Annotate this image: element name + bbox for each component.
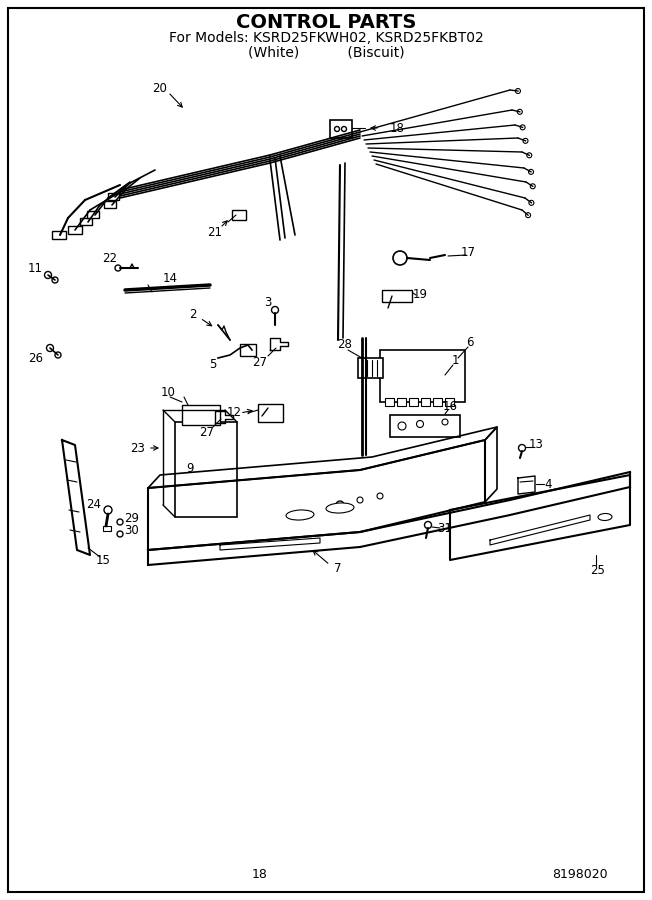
- Text: 25: 25: [591, 563, 606, 577]
- Bar: [108, 193, 119, 200]
- Text: 31: 31: [437, 521, 452, 535]
- Circle shape: [115, 265, 121, 271]
- Circle shape: [377, 493, 383, 499]
- Bar: [87, 211, 99, 218]
- Bar: [240, 344, 256, 356]
- Text: 27: 27: [200, 427, 215, 439]
- Bar: [104, 201, 116, 208]
- Circle shape: [342, 127, 346, 131]
- Bar: [433, 398, 442, 406]
- Bar: [80, 218, 92, 225]
- Text: 18: 18: [390, 122, 405, 134]
- Bar: [182, 405, 220, 425]
- Text: 29: 29: [125, 511, 140, 525]
- Text: 21: 21: [207, 226, 222, 239]
- Text: 6: 6: [466, 336, 474, 348]
- Circle shape: [398, 422, 406, 430]
- Text: 26: 26: [29, 352, 44, 365]
- Bar: [385, 398, 394, 406]
- Text: 14: 14: [162, 272, 177, 284]
- Circle shape: [55, 352, 61, 358]
- Text: 11: 11: [27, 262, 42, 274]
- Text: 28: 28: [338, 338, 353, 352]
- Text: 23: 23: [130, 442, 145, 454]
- Text: 22: 22: [102, 251, 117, 265]
- Bar: [421, 398, 430, 406]
- Bar: [380, 350, 465, 402]
- Circle shape: [46, 345, 53, 352]
- Circle shape: [424, 521, 432, 528]
- Circle shape: [530, 184, 535, 189]
- Text: 5: 5: [209, 358, 216, 372]
- Ellipse shape: [326, 503, 354, 513]
- Circle shape: [520, 125, 525, 130]
- Bar: [409, 398, 418, 406]
- Ellipse shape: [598, 514, 612, 520]
- Circle shape: [357, 497, 363, 503]
- Bar: [232, 210, 246, 220]
- Text: 2: 2: [189, 308, 197, 320]
- Circle shape: [104, 506, 112, 514]
- Text: For Models: KSRD25FKWH02, KSRD25FKBT02: For Models: KSRD25FKWH02, KSRD25FKBT02: [169, 31, 483, 45]
- Text: 7: 7: [334, 562, 342, 574]
- Circle shape: [516, 88, 520, 94]
- Bar: [390, 415, 460, 437]
- Text: 18: 18: [252, 868, 268, 881]
- Circle shape: [529, 201, 534, 205]
- Circle shape: [117, 519, 123, 525]
- Circle shape: [271, 307, 278, 313]
- Bar: [382, 290, 412, 302]
- Ellipse shape: [286, 510, 314, 520]
- Text: 13: 13: [529, 438, 543, 452]
- Bar: [330, 120, 352, 138]
- Text: 4: 4: [544, 478, 552, 491]
- Text: 8198020: 8198020: [552, 868, 608, 881]
- Text: 27: 27: [252, 356, 267, 368]
- Text: 9: 9: [186, 462, 194, 474]
- Text: 12: 12: [226, 407, 241, 419]
- Bar: [397, 398, 406, 406]
- Circle shape: [44, 272, 52, 278]
- Circle shape: [393, 251, 407, 265]
- Text: (White)           (Biscuit): (White) (Biscuit): [248, 45, 404, 59]
- Bar: [445, 398, 454, 406]
- Circle shape: [336, 501, 344, 509]
- Circle shape: [527, 153, 532, 157]
- Bar: [103, 526, 111, 531]
- Circle shape: [523, 139, 528, 143]
- Text: 3: 3: [264, 295, 272, 309]
- Text: 10: 10: [160, 386, 175, 400]
- Circle shape: [529, 169, 533, 175]
- Text: 1: 1: [451, 354, 459, 366]
- Circle shape: [52, 277, 58, 283]
- Bar: [358, 358, 383, 378]
- Circle shape: [517, 109, 522, 114]
- Bar: [258, 404, 283, 422]
- Bar: [52, 231, 66, 239]
- Text: 24: 24: [87, 498, 102, 510]
- Circle shape: [442, 419, 448, 425]
- Circle shape: [526, 212, 531, 218]
- Text: 17: 17: [460, 246, 475, 258]
- Text: 30: 30: [125, 524, 140, 536]
- Circle shape: [334, 127, 340, 131]
- Text: 19: 19: [413, 289, 428, 302]
- Text: 15: 15: [96, 554, 110, 566]
- Text: 20: 20: [153, 82, 168, 94]
- Circle shape: [518, 445, 526, 452]
- Text: CONTROL PARTS: CONTROL PARTS: [236, 13, 416, 32]
- Circle shape: [417, 420, 424, 427]
- Circle shape: [117, 531, 123, 537]
- Text: 16: 16: [443, 400, 458, 412]
- Bar: [175, 422, 237, 517]
- Bar: [68, 226, 82, 234]
